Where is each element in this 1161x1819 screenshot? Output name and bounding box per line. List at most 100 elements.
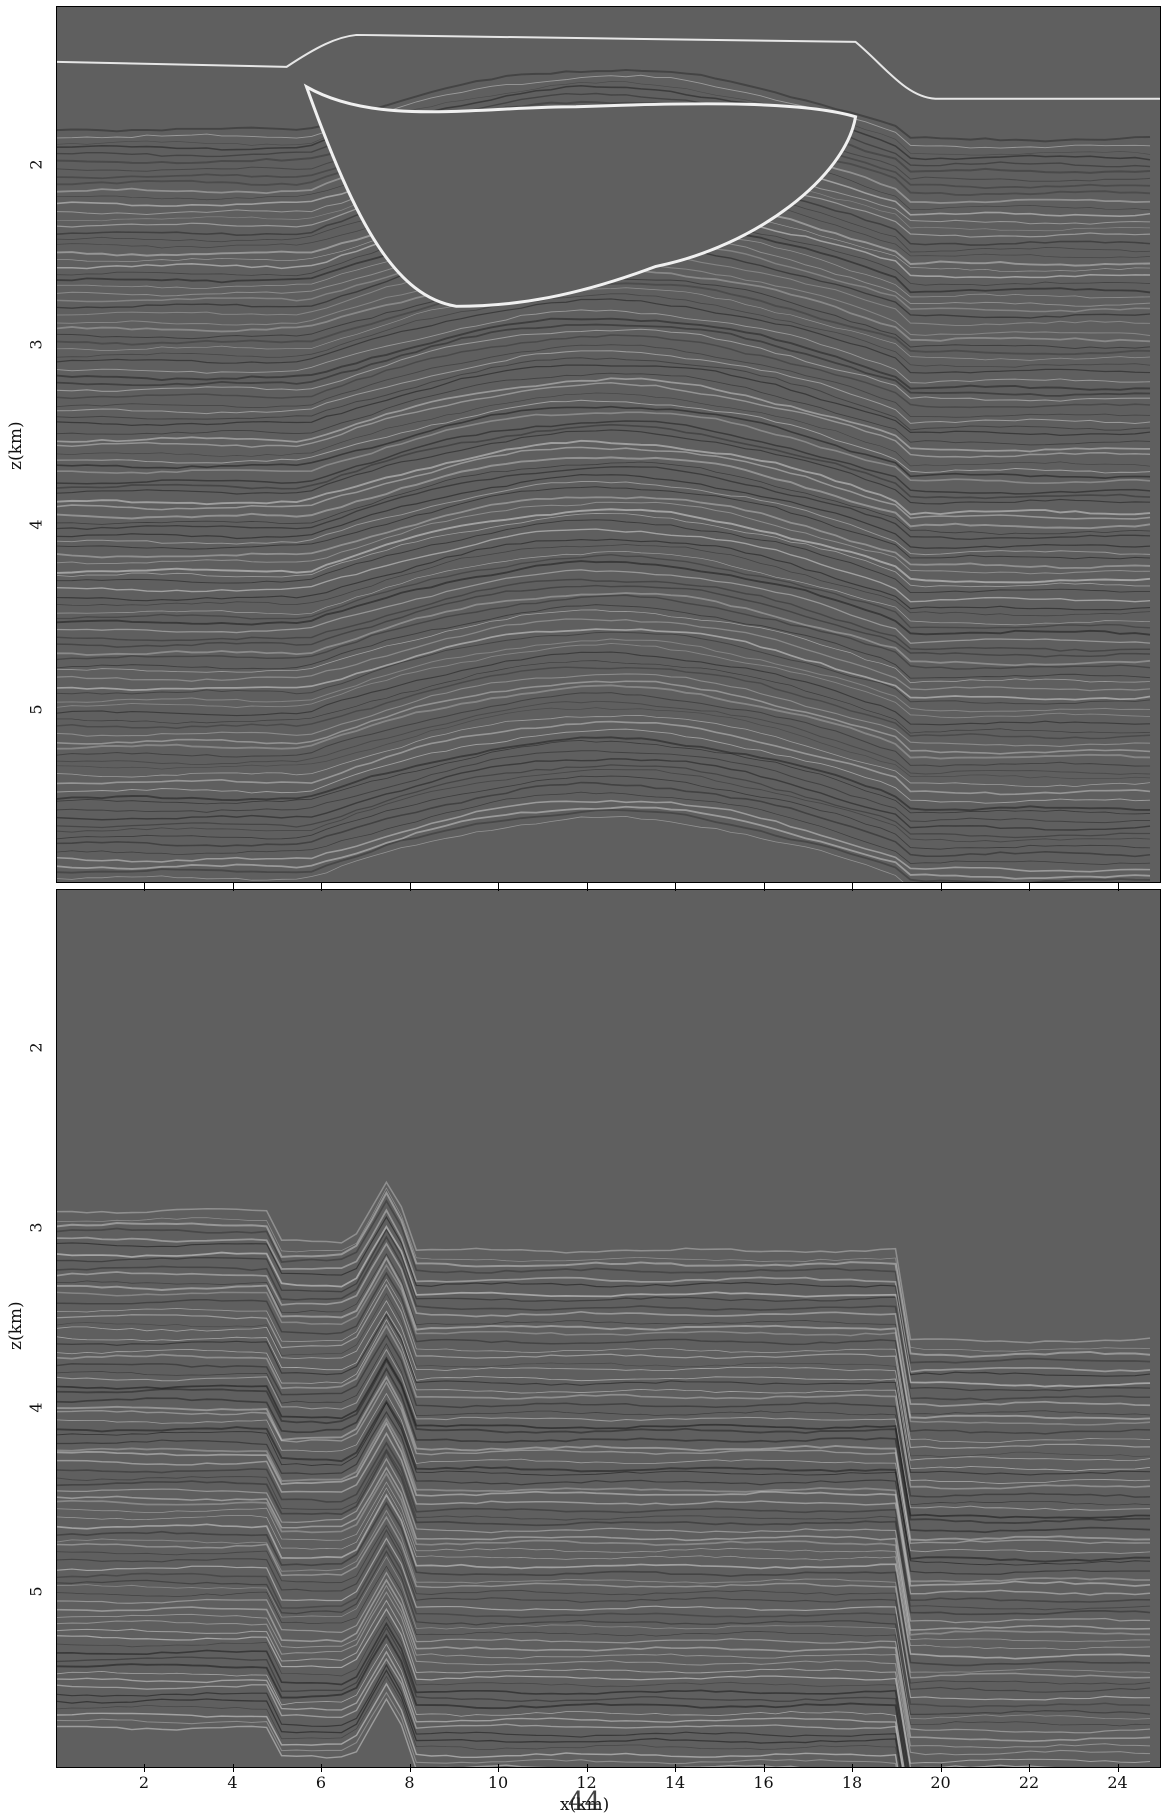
reflector-line xyxy=(57,1348,1151,1511)
reflector-line xyxy=(57,405,1151,479)
reflector-line xyxy=(57,1515,1151,1679)
y-tick-top-3: 3 xyxy=(26,339,46,350)
y-tick-top-5: 5 xyxy=(26,704,46,715)
reflector-line xyxy=(57,1599,1151,1764)
x-tick-mark xyxy=(498,883,499,891)
reflector-line xyxy=(57,1356,1151,1519)
reflector-line xyxy=(57,1318,1151,1484)
reflector-line xyxy=(57,592,1151,667)
reflector-line xyxy=(57,1493,1151,1660)
reflector-line xyxy=(57,1190,1151,1358)
reflector-line xyxy=(57,474,1151,549)
x-tick-mark xyxy=(852,883,853,891)
reflector-line xyxy=(57,1657,903,1767)
reflector-line xyxy=(57,1228,1151,1392)
reflector-line xyxy=(57,1584,1151,1749)
x-tick-mark xyxy=(498,1764,499,1772)
reflector-line xyxy=(57,538,1151,611)
x-tick-mark xyxy=(1117,883,1119,891)
reflector-line xyxy=(57,1691,897,1767)
seismic-image-bottom xyxy=(56,889,1161,1768)
reflector-line xyxy=(57,1199,1151,1364)
page-number: 44 xyxy=(568,1787,602,1817)
reflector-line xyxy=(57,631,1151,705)
reflector-line xyxy=(57,1242,1151,1407)
x-tick-label-12: 12 xyxy=(576,1773,597,1792)
x-tick-label-10: 10 xyxy=(487,1773,509,1792)
reflector-line xyxy=(57,1650,904,1767)
x-tick-mark xyxy=(586,1764,588,1772)
reflector-line xyxy=(57,1449,1151,1616)
reflector-line xyxy=(57,673,1151,747)
x-tick-mark xyxy=(852,1764,853,1772)
reflector-line xyxy=(57,411,1151,485)
reflector-line xyxy=(57,720,1151,796)
reflector-line xyxy=(57,1313,1151,1476)
water-bottom-reflector xyxy=(57,33,1160,100)
reflector-line xyxy=(57,372,1151,446)
reflector-line xyxy=(57,298,1151,374)
reflector-line xyxy=(57,381,1151,459)
reflector-line xyxy=(57,553,1151,629)
reflector-line xyxy=(57,684,1151,760)
reflector-line xyxy=(57,1607,1055,1767)
reflector-line xyxy=(57,1401,1151,1566)
reflector-line xyxy=(57,68,1151,143)
reflector-line xyxy=(57,481,1151,556)
reflector-line xyxy=(57,81,1151,156)
reflector-line xyxy=(57,700,1151,775)
reflector-line xyxy=(57,1417,1151,1583)
reflector-line xyxy=(57,666,1151,740)
reflector-line xyxy=(57,775,1151,850)
reflector-line xyxy=(57,714,1151,788)
reflector-line xyxy=(57,446,1151,520)
reflector-line xyxy=(57,1410,1151,1575)
reflector-line xyxy=(57,423,1151,500)
reflector-line xyxy=(57,496,1151,570)
reflector-line xyxy=(57,1471,1151,1636)
reflector-line xyxy=(57,1225,1151,1388)
reflector-line xyxy=(57,1578,1151,1743)
reflector-line xyxy=(57,609,1151,684)
reflector-line xyxy=(57,92,1151,168)
x-tick-mark xyxy=(144,1764,145,1772)
reflector-line xyxy=(57,1208,1151,1373)
reflector-line xyxy=(57,1375,1151,1542)
reflector-line xyxy=(57,1663,902,1767)
reflector-line xyxy=(57,1555,1151,1720)
reflector-line xyxy=(57,1537,1151,1701)
reflector-line xyxy=(57,642,1151,719)
reflector-line xyxy=(57,1621,909,1767)
reflector-line xyxy=(57,439,1151,516)
y-tick-top-2: 2 xyxy=(26,159,46,170)
x-tick-mark xyxy=(940,1764,942,1772)
reflector-line xyxy=(57,1310,1151,1472)
x-tick-mark xyxy=(1029,1764,1030,1772)
reflector-line xyxy=(57,513,1151,588)
x-tick-mark xyxy=(1117,1764,1119,1772)
reflector-line xyxy=(57,1333,1151,1498)
reflector-line xyxy=(57,1358,1151,1524)
reflector-line xyxy=(57,328,1151,402)
seismic-reflectivity-top xyxy=(57,33,1160,882)
reflector-line xyxy=(57,707,1151,780)
reflector-line xyxy=(57,344,1151,418)
reflector-line xyxy=(57,1481,1151,1642)
y-tick-top-4: 4 xyxy=(26,519,46,530)
y-tick-bottom-5: 5 xyxy=(26,1586,46,1597)
reflector-line xyxy=(57,1235,1151,1402)
reflector-line xyxy=(57,1323,1151,1490)
seismic-image-top xyxy=(56,6,1161,883)
reflector-line xyxy=(57,1501,1151,1667)
x-tick-mark xyxy=(675,1764,676,1772)
reflector-line xyxy=(57,791,1151,865)
reflector-line xyxy=(57,429,1151,505)
reflector-line xyxy=(57,486,1151,560)
x-tick-mark xyxy=(144,883,145,891)
reflector-line xyxy=(57,1399,1151,1563)
reflector-line xyxy=(57,1215,1151,1377)
reflector-line xyxy=(57,604,1151,679)
reflector-line xyxy=(57,392,1151,467)
reflector-line xyxy=(57,508,1151,584)
reflector-line xyxy=(57,1457,1151,1624)
